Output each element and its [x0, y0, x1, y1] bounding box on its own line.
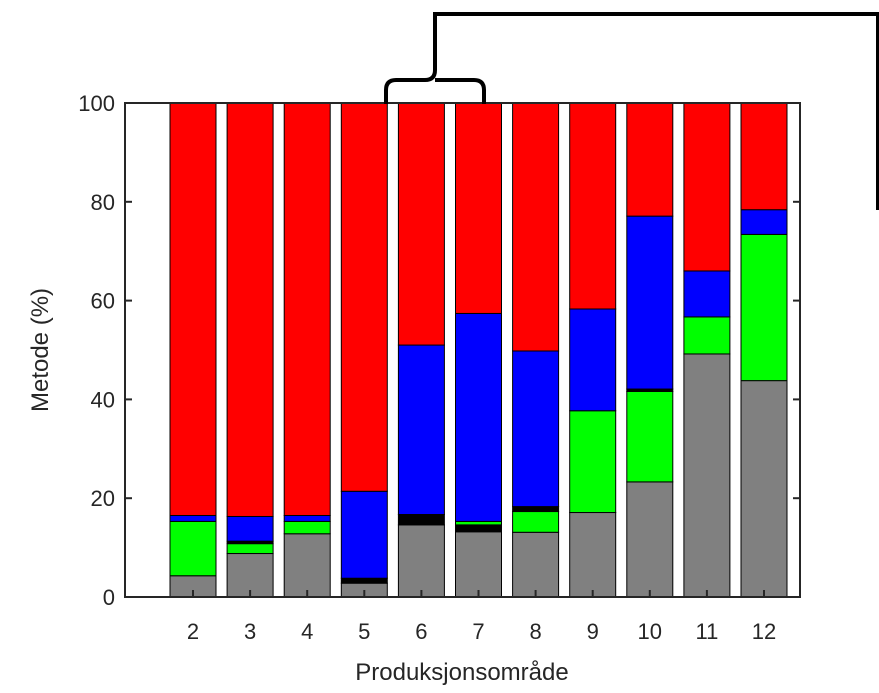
- bar-segment: [455, 524, 502, 533]
- bar-segment: [455, 531, 502, 598]
- bracket-right-arm: [435, 78, 486, 104]
- y-axis-ticks: 0 20 40 60 80 100: [78, 91, 800, 610]
- bar-segment: [626, 102, 674, 217]
- bar-segment: [455, 520, 502, 526]
- bar-segment: [397, 514, 445, 526]
- bar-segment: [512, 531, 560, 598]
- bar-segment: [569, 308, 617, 412]
- plot-frame: [124, 102, 801, 598]
- bar-segment: [569, 102, 617, 310]
- bars-group: [169, 102, 788, 598]
- x-axis-label: Produksjonsområde: [355, 659, 568, 686]
- bar-segment: [740, 209, 788, 235]
- bar-segment: [569, 410, 617, 514]
- y-tick-label: 100: [78, 91, 115, 116]
- bar-segment: [740, 102, 788, 211]
- bar-segment: [283, 514, 331, 522]
- x-tick-label: 8: [529, 619, 541, 644]
- bar-segment: [283, 520, 331, 535]
- x-tick-label: 11: [695, 619, 718, 644]
- bar-segment: [569, 512, 617, 598]
- bar-segment: [169, 520, 217, 577]
- bar-segment: [340, 102, 388, 492]
- annotation-bracket: [384, 12, 879, 210]
- y-axis-label: Metode (%): [27, 288, 54, 412]
- bar-segment: [340, 490, 388, 579]
- bar-segment: [683, 316, 731, 355]
- x-tick-label: 2: [187, 619, 199, 644]
- bar-segment: [512, 350, 560, 508]
- bar-segment: [455, 312, 502, 522]
- x-tick-label: 9: [587, 619, 599, 644]
- bar-segment: [226, 102, 274, 517]
- y-tick-label: 80: [91, 190, 115, 215]
- x-tick-label: 4: [301, 619, 313, 644]
- bar-segment: [397, 524, 445, 598]
- bar-segment: [683, 102, 731, 272]
- axes-group: [124, 102, 801, 598]
- bar-segment: [512, 506, 560, 513]
- bar-segment: [226, 543, 274, 555]
- bar-segment: [740, 233, 788, 382]
- bar-segment: [283, 102, 331, 516]
- bracket-connector-line: [384, 12, 879, 210]
- bar-segment: [512, 511, 560, 533]
- bar-segment: [683, 270, 731, 318]
- x-tick-label: 3: [244, 619, 256, 644]
- bar-segment: [169, 514, 217, 522]
- bar-segment: [626, 215, 674, 390]
- bar-segment: [626, 390, 674, 483]
- bar-segment: [283, 533, 331, 598]
- x-tick-label: 12: [752, 619, 776, 644]
- bar-segment: [740, 380, 788, 598]
- bar-segment: [397, 344, 445, 516]
- y-tick-label: 20: [91, 486, 115, 511]
- y-tick-label: 60: [91, 289, 115, 314]
- x-axis-ticks: 2 3 4 5 6 7 8 9 10 11 12: [187, 590, 776, 644]
- y-tick-label: 0: [103, 585, 115, 610]
- x-tick-label: 5: [358, 619, 370, 644]
- bar-segment: [226, 515, 274, 542]
- bar-segment: [397, 102, 445, 346]
- x-tick-label: 10: [638, 619, 662, 644]
- bar-segment: [340, 577, 388, 584]
- bar-segment: [169, 102, 217, 516]
- bar-segment: [512, 102, 560, 352]
- bar-segment: [683, 353, 731, 598]
- x-tick-label: 6: [415, 619, 427, 644]
- bar-segment: [455, 102, 502, 314]
- x-tick-label: 7: [472, 619, 484, 644]
- y-tick-label: 40: [91, 387, 115, 412]
- bar-segment: [626, 481, 674, 598]
